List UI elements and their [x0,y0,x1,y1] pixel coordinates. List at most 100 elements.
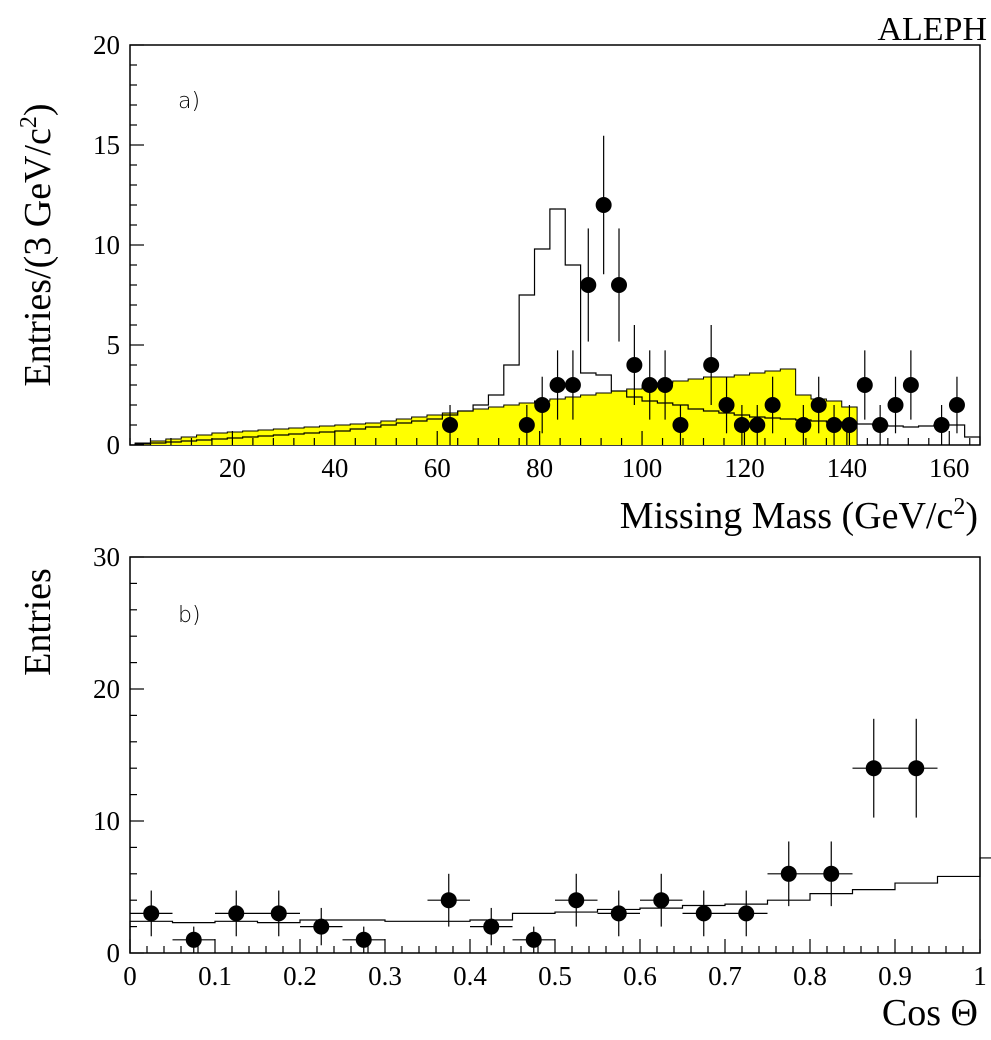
x-tick-label: 140 [827,453,868,483]
data-point [130,890,173,937]
marker [442,417,459,433]
marker [872,417,889,433]
data-point [718,376,735,434]
marker [948,397,965,413]
data-point [749,405,766,445]
marker [626,357,643,373]
marker [313,918,330,935]
data-point [852,718,895,818]
axis-ticks-a: 20 40 60 80 100 120 140 160 0 5 10 15 20 [93,30,971,483]
marker [228,905,245,922]
data-point [300,907,343,946]
data-point [640,873,683,927]
x-axis-title-b: Cos Θ [882,992,978,1034]
x-tick-label: 0.5 [538,961,572,991]
y-axis-title-a: Entries/(3 GeV/c2) [16,103,59,386]
data-point [597,890,640,937]
x-tick-label: 0.2 [283,961,317,991]
data-point [767,841,810,907]
panel-label-a: a) [178,89,200,114]
marker [780,865,797,882]
x-tick-label: 1 [973,961,987,991]
data-point [611,228,628,342]
marker [887,397,904,413]
x-tick-label: 0.7 [708,961,742,991]
marker [657,377,674,393]
data-point [856,350,873,420]
marker [355,931,372,948]
data-point [657,350,674,420]
marker [718,397,735,413]
data-point [580,228,597,342]
expected-hist-line [129,857,991,953]
data-points-a [442,135,965,445]
data-point [595,135,612,275]
data-point [872,405,889,445]
expected-histogram [129,857,991,953]
y-tick-label: 0 [107,430,121,460]
marker [270,905,287,922]
data-point [672,405,689,445]
data-point [810,841,853,907]
marker [738,905,755,922]
data-point [895,718,938,818]
x-tick-label: 60 [424,453,451,483]
x-tick-label: 0.8 [793,961,827,991]
data-point [682,890,725,937]
x-tick-label: 40 [321,453,348,483]
marker [185,931,202,948]
y-tick-label: 15 [93,130,120,160]
marker [580,277,597,293]
marker [933,417,950,433]
marker [810,397,827,413]
data-point [810,376,827,434]
marker [703,357,720,373]
x-tick-label: 100 [622,453,663,483]
y-tick-label: 30 [93,542,120,572]
y-tick-label: 20 [93,30,120,60]
data-point [626,325,643,405]
data-point [555,873,598,927]
x-tick-label: 0.4 [453,961,487,991]
data-point [534,376,551,434]
data-point [733,405,750,445]
x-tick-label: 0.9 [878,961,912,991]
data-point [641,350,658,420]
data-point [518,405,535,445]
x-tick-label: 0.1 [198,961,232,991]
background-histogram [134,368,858,445]
marker [568,892,585,909]
marker [695,905,712,922]
panel-label-b: b) [178,603,201,628]
experiment-label: ALEPH [877,11,987,48]
x-tick-label: 160 [929,453,970,483]
marker [823,865,840,882]
marker [440,892,457,909]
x-tick-label: 0 [123,961,137,991]
marker [564,377,581,393]
marker [483,918,500,935]
data-point [902,350,919,420]
marker [826,417,843,433]
marker [749,417,766,433]
data-point [172,926,215,953]
data-points-b [130,718,938,953]
x-tick-label: 80 [526,453,553,483]
marker [641,377,658,393]
data-point [215,890,258,937]
x-tick-label: 120 [724,453,765,483]
data-point [427,873,470,927]
y-tick-label: 10 [93,806,120,836]
marker [865,760,882,777]
marker [534,397,551,413]
marker [595,197,612,213]
data-point [549,350,566,420]
x-tick-label: 0.3 [368,961,402,991]
y-tick-label: 5 [107,330,121,360]
data-point [703,325,720,405]
x-tick-label: 0.6 [623,961,657,991]
marker [549,377,566,393]
data-point [564,350,581,420]
